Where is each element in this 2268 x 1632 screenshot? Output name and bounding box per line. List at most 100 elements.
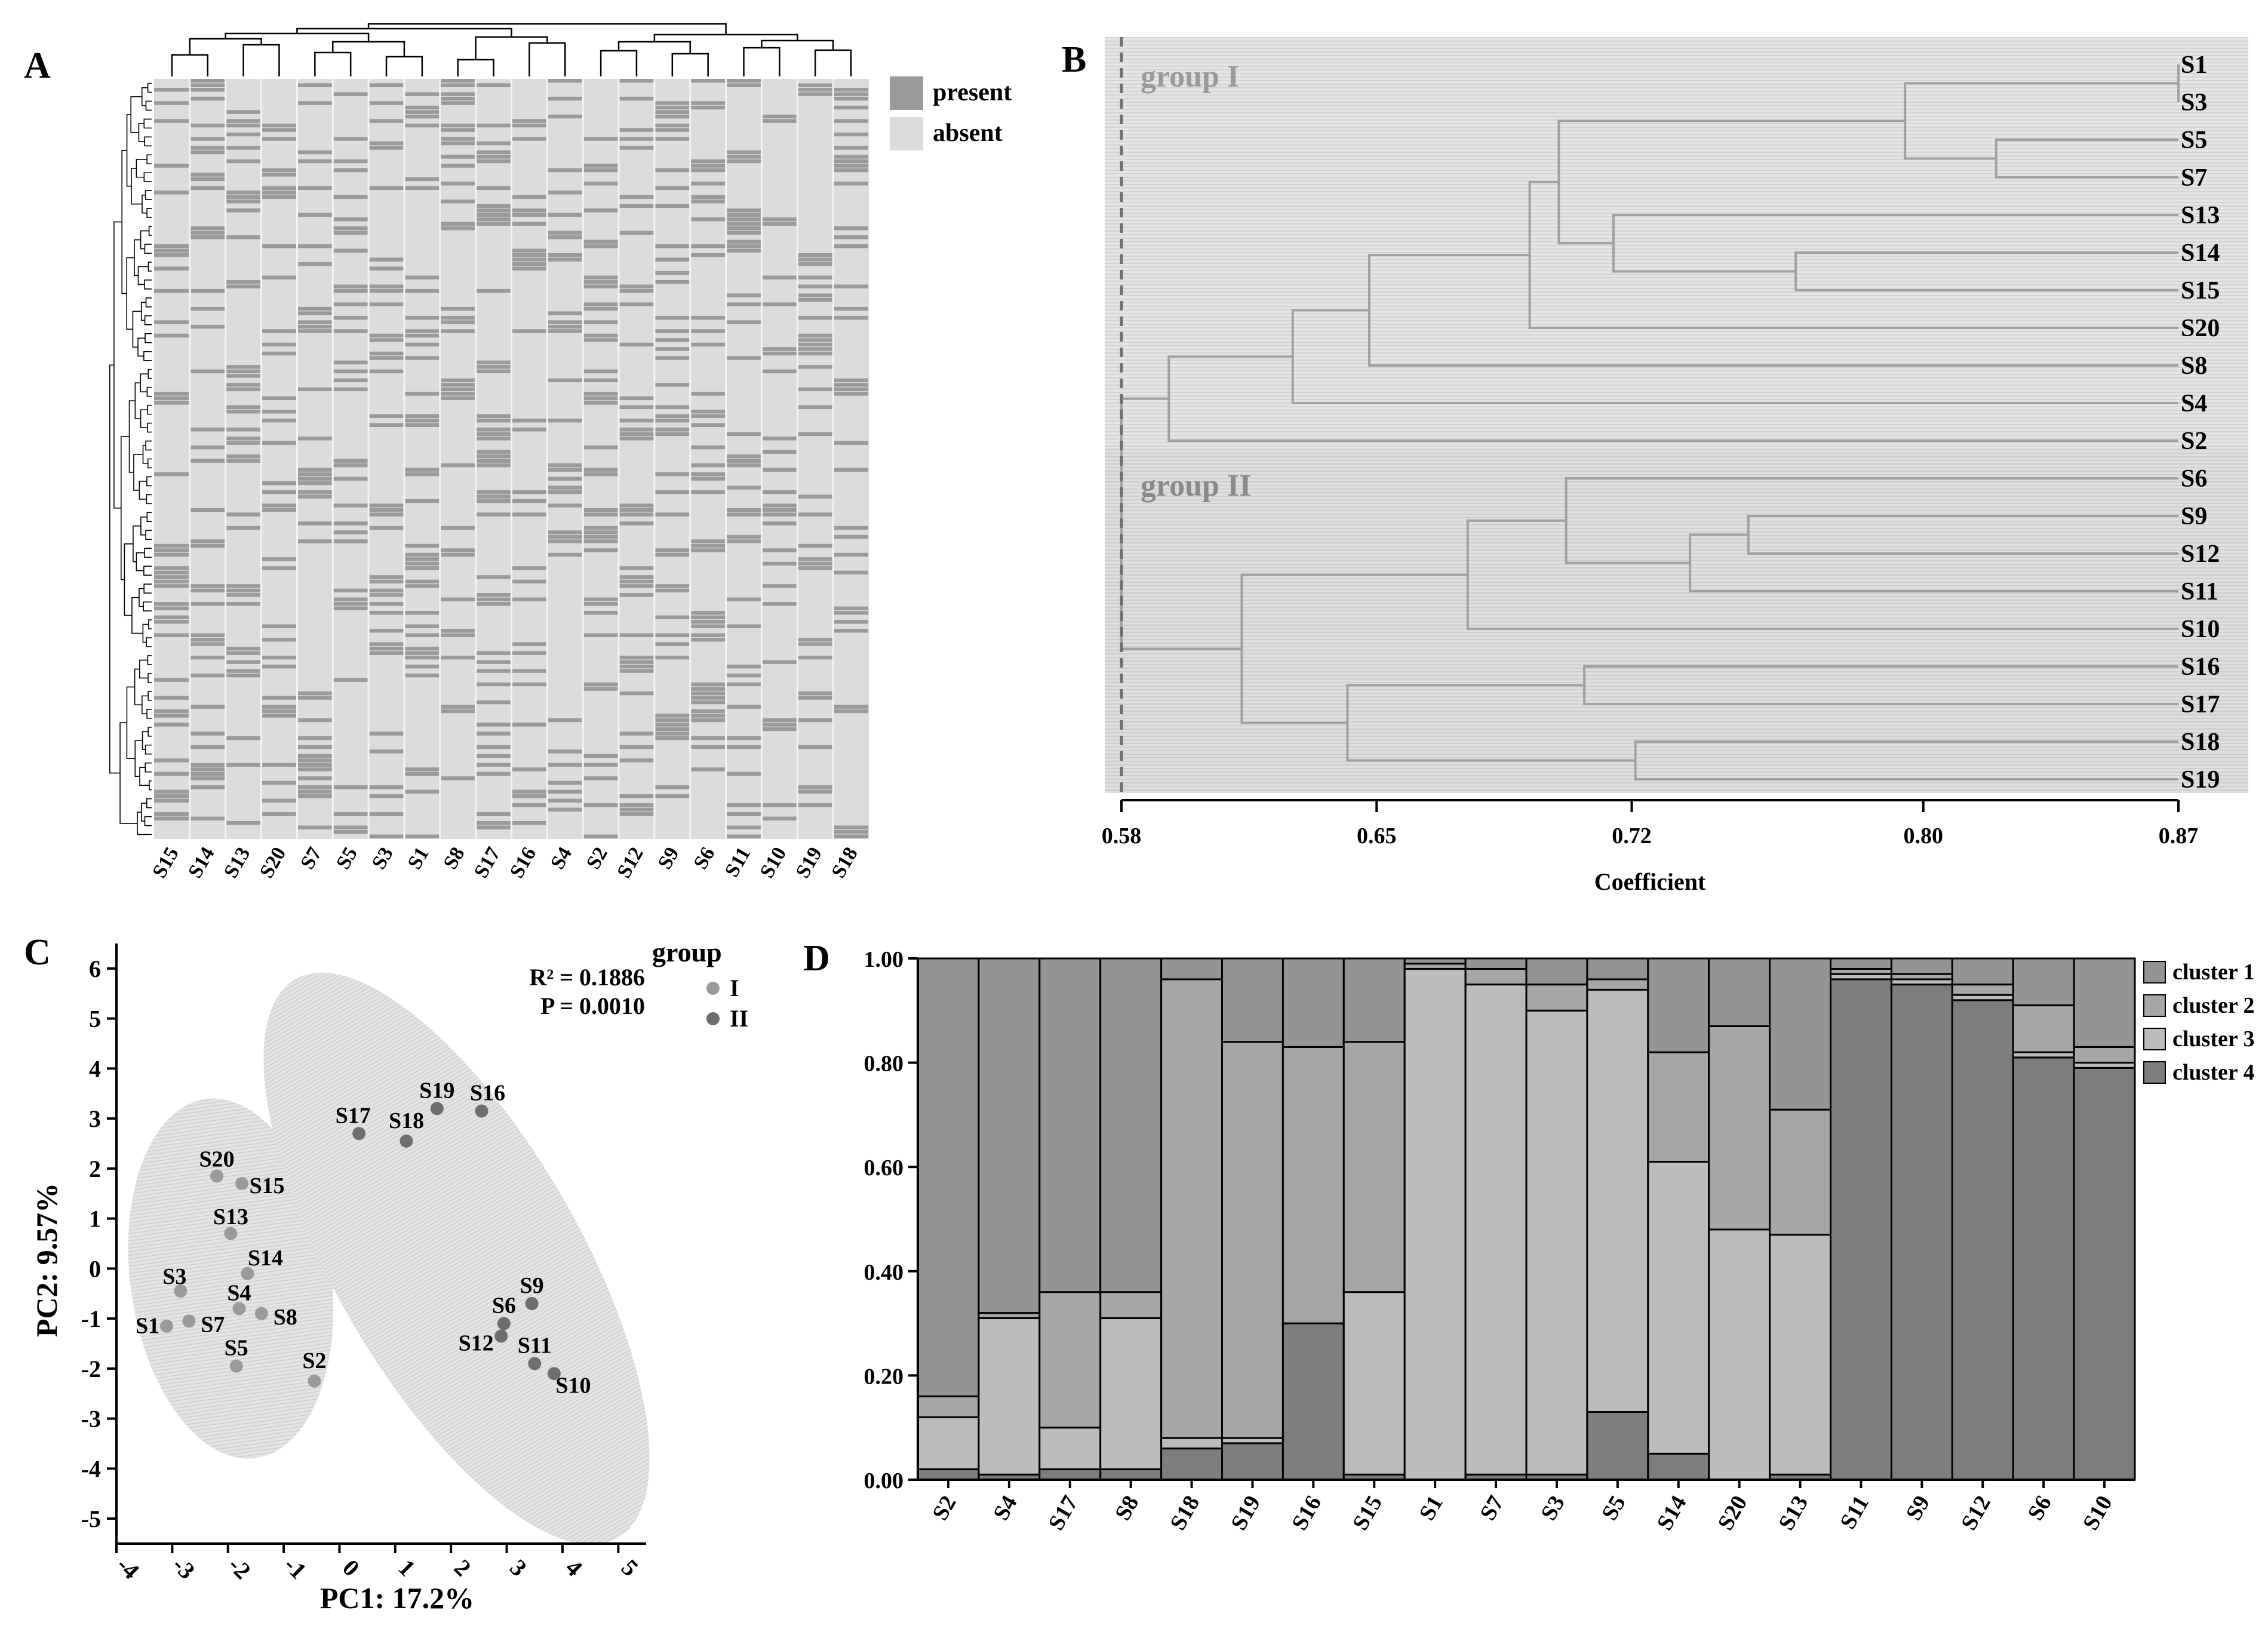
group-ellipses bbox=[128, 972, 650, 1545]
heatmap-cell bbox=[189, 177, 225, 182]
heatmap-column-label: S18 bbox=[827, 844, 862, 882]
heatmap-cell bbox=[154, 548, 189, 552]
dendrogram-leaf-label: S12 bbox=[2181, 540, 2220, 568]
bar-segment bbox=[2012, 957, 2075, 1007]
heatmap-cell bbox=[475, 213, 511, 217]
row-dendrogram-link bbox=[134, 239, 141, 276]
heatmap-cell bbox=[154, 244, 189, 248]
column-dendrogram-link bbox=[225, 32, 370, 42]
bar-category-label: S4 bbox=[988, 1492, 1022, 1525]
heatmap-cell bbox=[761, 119, 797, 123]
heatmap-cell bbox=[333, 230, 368, 235]
heatmap-cell bbox=[333, 597, 368, 601]
heatmap-cell bbox=[225, 195, 261, 199]
row-dendrogram-link bbox=[143, 583, 152, 594]
heatmap-cell bbox=[619, 512, 654, 517]
heatmap-cell bbox=[690, 168, 726, 173]
heatmap-cell bbox=[189, 816, 225, 820]
heatmap-cell bbox=[189, 763, 225, 767]
row-dendrogram-link bbox=[144, 816, 152, 826]
heatmap-cell bbox=[297, 481, 333, 485]
heatmap-cell bbox=[297, 718, 333, 723]
heatmap-cell bbox=[225, 410, 261, 414]
heatmap-cell bbox=[440, 463, 475, 468]
row-dendrogram-link bbox=[148, 226, 152, 236]
pca-x-tick-label: 2 bbox=[449, 1554, 477, 1581]
heatmap-cell bbox=[404, 499, 440, 503]
heatmap-cell bbox=[333, 195, 368, 199]
heatmap-cell bbox=[189, 543, 225, 548]
heatmap-cell bbox=[547, 329, 583, 333]
heatmap-cell bbox=[404, 392, 440, 396]
row-dendrogram-link bbox=[147, 458, 152, 469]
heatmap-cell bbox=[440, 137, 475, 141]
row-dendrogram-link bbox=[130, 96, 142, 133]
heatmap-cell bbox=[583, 164, 619, 168]
heatmap-cell bbox=[297, 776, 333, 780]
heatmap-cell bbox=[154, 119, 189, 123]
bar-segment bbox=[1769, 1108, 1832, 1236]
heatmap-cell bbox=[404, 468, 440, 472]
bar-category-label: S9 bbox=[1901, 1492, 1935, 1525]
row-dendrogram-link bbox=[142, 623, 149, 643]
heatmap-cell bbox=[690, 329, 726, 333]
heatmap-cell bbox=[690, 445, 726, 450]
bar-segment bbox=[1525, 957, 1588, 986]
heatmap-cell bbox=[475, 700, 511, 705]
heatmap-cell bbox=[654, 383, 690, 387]
heatmap-cell bbox=[404, 647, 440, 651]
pca-x-tick-label: 3 bbox=[505, 1554, 532, 1581]
pca-point bbox=[528, 1357, 542, 1370]
bar-segment bbox=[1403, 967, 1467, 1481]
pca-point bbox=[160, 1319, 174, 1333]
pca-x-tick-label: 0 bbox=[337, 1554, 365, 1581]
heatmap-cell bbox=[404, 552, 440, 557]
heatmap-cell bbox=[475, 419, 511, 423]
legend-label: cluster 3 bbox=[2172, 1026, 2255, 1052]
column-dendrogram-link bbox=[385, 56, 423, 76]
heatmap-cell bbox=[619, 593, 654, 597]
heatmap-cell bbox=[583, 275, 619, 279]
heatmap-cell bbox=[404, 834, 440, 838]
heatmap-cell bbox=[333, 588, 368, 593]
dendrogram-leaf-label: S19 bbox=[2181, 766, 2220, 794]
heatmap-cell bbox=[690, 691, 726, 696]
heatmap-cell bbox=[475, 499, 511, 503]
row-dendrogram-link bbox=[143, 118, 152, 129]
heatmap-cell bbox=[404, 315, 440, 320]
pca-point-label: S6 bbox=[492, 1293, 516, 1318]
heatmap-cell bbox=[619, 758, 654, 763]
coefficient-axis-tick-label: 0.80 bbox=[1904, 823, 1944, 849]
heatmap-cell bbox=[547, 798, 583, 803]
bar-segment bbox=[917, 957, 980, 1397]
coefficient-axis-tick-label: 0.87 bbox=[2159, 823, 2199, 849]
column-dendrogram-link bbox=[743, 47, 780, 76]
heatmap-cell bbox=[404, 767, 440, 772]
heatmap-cell bbox=[833, 525, 869, 530]
heatmap-cell bbox=[475, 490, 511, 494]
heatmap-cell bbox=[797, 561, 833, 566]
bar-segment bbox=[1160, 1437, 1223, 1450]
heatmap-cell bbox=[690, 410, 726, 414]
heatmap-cell bbox=[654, 257, 690, 262]
bar-y-tick-label: 1.00 bbox=[864, 947, 904, 972]
heatmap-cell bbox=[404, 333, 440, 338]
heatmap-cell bbox=[690, 745, 726, 749]
column-dendrogram-link bbox=[367, 23, 727, 35]
heatmap-cell bbox=[726, 454, 761, 459]
heatmap-cell bbox=[583, 803, 619, 807]
heatmap-cell bbox=[475, 159, 511, 164]
legend-label: cluster 1 bbox=[2172, 960, 2255, 985]
pca-x-tick-label: 5 bbox=[616, 1554, 644, 1581]
heatmap-cell bbox=[833, 155, 869, 159]
bar-segment bbox=[1221, 957, 1284, 1043]
heatmap-cell bbox=[189, 123, 225, 128]
heatmap-cell bbox=[261, 714, 297, 718]
heatmap-column-label: S8 bbox=[440, 844, 469, 874]
heatmap-column-dendrogram bbox=[171, 23, 852, 76]
row-dendrogram-link bbox=[132, 311, 142, 348]
dendrogram-link bbox=[1794, 251, 2178, 291]
heatmap-cell bbox=[225, 651, 261, 655]
heatmap-cell bbox=[368, 642, 404, 646]
heatmap-cell bbox=[583, 378, 619, 383]
